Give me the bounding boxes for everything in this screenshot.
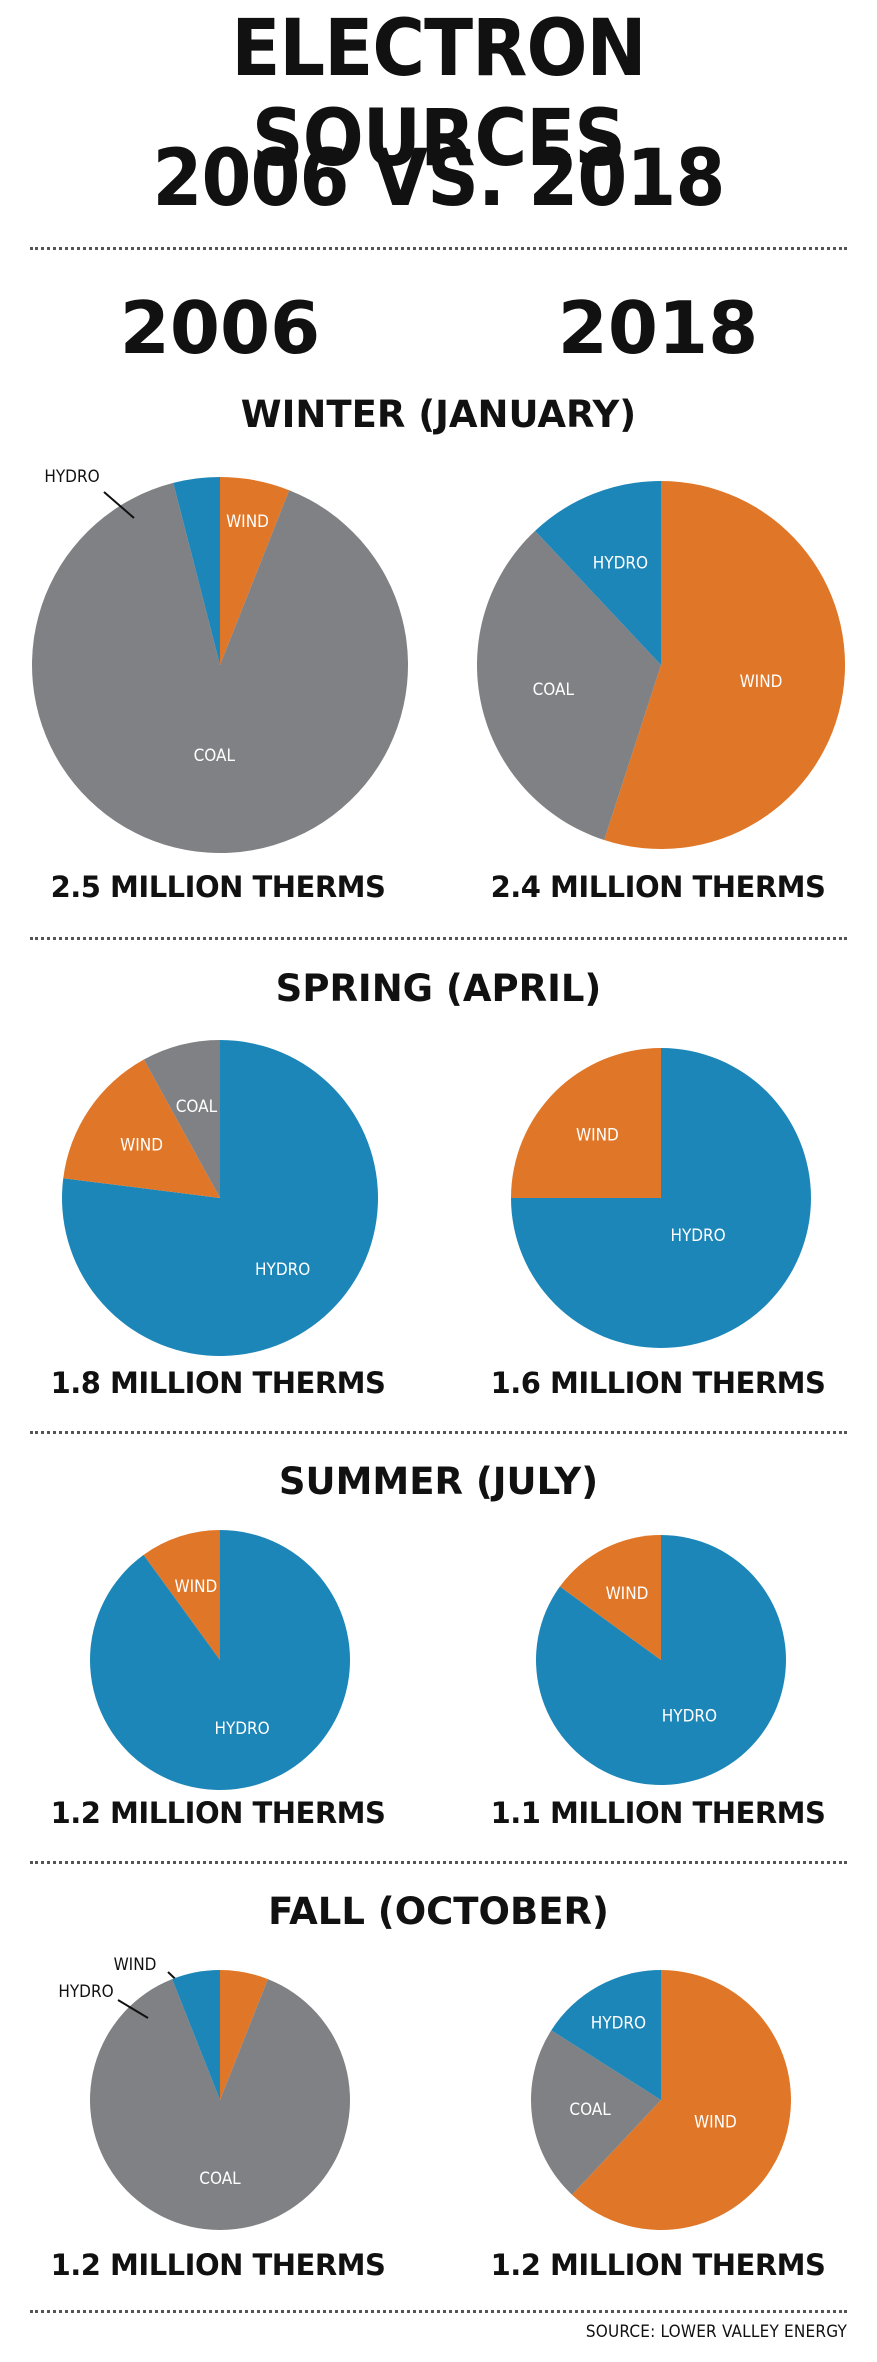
callout-line [117,1999,149,2019]
pie-slice-wind [143,1530,220,1660]
slice-label-wind: WIND [694,2113,737,2133]
slice-label-hydro: HYDRO [255,1260,310,1280]
divider [30,1861,847,1864]
pie-slice-wind [604,481,846,849]
pie-slice-hydro [535,1535,786,1786]
slice-label-coal: COAL [176,1097,218,1117]
slice-label-hydro: HYDRO [662,1707,717,1727]
pie-slice-coal [89,1979,351,2230]
therms-fall-2018: 1.2 MILLION THERMS [490,2248,826,2282]
pie-slice-coal [32,482,409,854]
therms-winter-2018: 2.4 MILLION THERMS [490,870,826,904]
slice-label-wind: WIND [576,1125,619,1145]
pie-slice-wind [220,1969,268,2100]
pie-slice-wind [63,1059,220,1198]
slice-label-coal: COAL [199,2169,241,2189]
divider [30,937,847,940]
slice-label-hydro: HYDRO [591,2014,646,2034]
divider [30,1431,847,1434]
pie-slice-hydro [90,1530,351,1790]
divider [30,2310,847,2313]
title-line-2: 2006 VS. 2018 [152,134,726,224]
source-note: SOURCE: LOWER VALLEY ENERGY [585,2322,847,2342]
pie-slice-hydro [173,477,220,665]
pie-slice-hydro [62,1040,379,1356]
callout-line [103,491,135,519]
slice-label-coal: COAL [194,746,236,766]
pie-slice-wind [559,1535,661,1660]
therms-winter-2006: 2.5 MILLION THERMS [50,870,386,904]
slice-label-wind: WIND [740,672,783,692]
therms-spring-2006: 1.8 MILLION THERMS [50,1366,386,1400]
slice-label-coal: COAL [533,680,575,700]
therms-summer-2018: 1.1 MILLION THERMS [490,1796,826,1830]
pie-slice-wind [572,1970,791,2230]
pie-slice-hydro [551,1970,661,2100]
divider [30,247,847,250]
pie-slice-wind [511,1048,661,1198]
year-heading-2018: 2018 [557,286,759,370]
slice-label-wind: WIND [120,1136,163,1156]
slice-label-wind: WIND [174,1577,217,1597]
slice-label-wind: WIND [226,512,269,532]
pie-slice-hydro [172,1970,220,2100]
slice-label-wind: WIND [606,1584,649,1604]
title-line-1: ELECTRON SOURCES [231,4,646,184]
slice-label-hydro: HYDRO [593,553,648,573]
season-title-winter: WINTER (JANUARY) [240,393,637,436]
slice-label-hydro: HYDRO [214,1719,269,1739]
slice-label-hydro: HYDRO [58,1982,113,2002]
pie-slice-coal [143,1039,220,1198]
season-title-spring: SPRING (APRIL) [275,967,602,1010]
season-title-summer: SUMMER (JULY) [278,1460,599,1503]
slice-label-coal: COAL [569,2100,611,2120]
pie-slice-hydro [535,481,661,665]
slice-label-wind: WIND [114,1955,157,1975]
therms-summer-2006: 1.2 MILLION THERMS [50,1796,386,1830]
year-heading-2006: 2006 [119,286,321,370]
season-title-fall: FALL (OCTOBER) [268,1890,609,1933]
pie-slice-coal [530,2030,661,2195]
pie-slice-wind [220,477,290,665]
therms-spring-2018: 1.6 MILLION THERMS [490,1366,826,1400]
therms-fall-2006: 1.2 MILLION THERMS [50,2248,386,2282]
pie-slice-coal [477,530,661,840]
slice-label-hydro: HYDRO [670,1226,725,1246]
slice-label-hydro: HYDRO [44,467,99,487]
